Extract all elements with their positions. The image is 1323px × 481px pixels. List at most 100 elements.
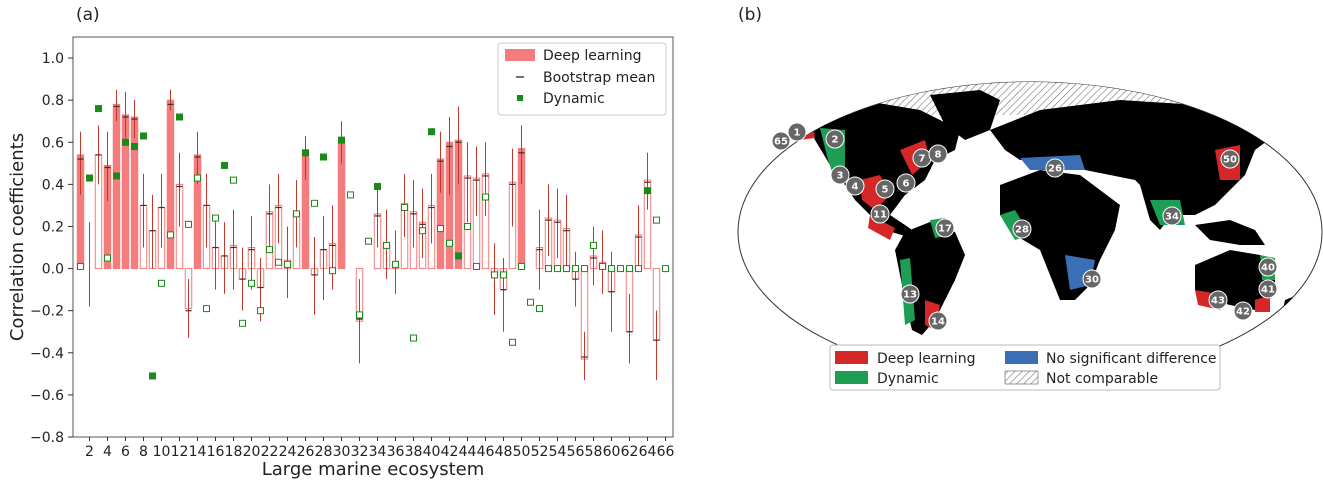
dynamic-marker [599,262,606,270]
dynamic-marker [374,182,381,190]
region-badge [1162,206,1182,226]
greenland [930,90,1000,140]
x-axis-label: Large marine ecosystem [262,459,485,480]
x-tick-label: 22 [261,444,279,460]
x-tick-label: 8 [139,444,148,460]
dynamic-marker [536,305,543,313]
dynamic-marker [464,222,471,230]
x-tick-label: 36 [387,444,405,460]
region-badge-label: 40 [1261,263,1275,274]
dynamic-marker [662,265,669,273]
dynamic-marker [185,220,192,228]
region-badge-label: 26 [1048,164,1062,175]
dynamic-marker [410,334,417,342]
dynamic-marker [158,279,165,287]
dynamic-marker [590,241,597,249]
x-tick-label: 60 [603,444,621,460]
x-tick-label: 26 [297,444,315,460]
map-legend-dynamic-swatch [835,371,868,384]
region-badge-label: 4 [852,182,859,193]
dynamic-marker [86,174,93,182]
region-badge-label: 28 [1015,225,1029,236]
dynamic-marker [257,307,264,315]
dynamic-marker [113,172,120,180]
dynamic-marker [545,265,552,273]
lme-deep-se-australia [1255,295,1270,312]
dynamic-marker [617,265,624,273]
x-tick-label: 24 [279,444,297,460]
y-axis-label: Correlation coefficients [7,133,28,341]
map-legend-notcomp-swatch [1004,370,1039,385]
region-badge-label: 41 [1261,285,1275,296]
region-badge [1220,149,1240,169]
dynamic-marker [77,262,84,270]
dynamic-marker [635,265,642,273]
dynamic-marker [392,260,399,268]
dynamic-marker [419,227,426,235]
region-badge [771,131,791,151]
region-badge [830,165,850,185]
x-tick-label: 32 [351,444,369,460]
eurasia [990,100,1275,215]
dynamic-marker [131,142,138,150]
region-badge [928,144,948,164]
map-legend-nosig-swatch [1005,351,1038,364]
map-legend: Deep learning No significant difference … [829,344,1221,391]
dynamic-marker [167,231,174,239]
x-tick-label: 50 [513,444,531,460]
region-badge-label: 34 [1165,212,1179,223]
region-badge-label: 11 [873,210,887,221]
x-tick-label: 34 [369,444,387,460]
dynamic-marker [626,265,633,273]
region-badge-label: 1 [794,128,801,139]
dynamic-marker [401,204,408,212]
y-tick-label: 0.4 [42,177,64,193]
deep-learning-bar [166,99,175,270]
y-tick-label: 0.0 [42,262,64,278]
region-badge [1258,257,1278,277]
dynamic-marker [509,338,516,346]
dynamic-marker [95,105,102,113]
region-badge [900,284,920,304]
region-badge-label: 42 [1236,307,1250,318]
dynamic-marker [329,267,336,275]
dynamic-marker [140,132,147,140]
region-badge [896,173,916,193]
dynamic-marker [266,246,273,254]
x-tick-label: 10 [153,444,171,460]
dynamic-marker [383,241,390,249]
dynamic-marker [527,298,534,306]
dynamic-marker [347,191,354,199]
region-badge [1082,269,1102,289]
region-badge-label: 30 [1085,275,1099,286]
x-tick-label: 20 [243,444,261,460]
dynamic-marker [518,262,525,270]
x-tick-label: 30 [333,444,351,460]
x-tick-label: 48 [495,444,513,460]
y-tick-label: −0.6 [30,388,64,404]
region-badge [1258,279,1278,299]
x-tick-label: 16 [207,444,225,460]
panel-b-label: (b) [738,5,762,25]
legend-deep-swatch [505,49,535,61]
dynamic-marker [554,265,561,273]
x-tick-label: 14 [189,444,207,460]
dynamic-marker [194,174,201,182]
arctic-hatch [740,82,1320,115]
dynamic-marker [428,128,435,136]
x-tick-label: 44 [459,444,477,460]
legend-dynamic-label: Dynamic [543,91,605,107]
dynamic-marker [239,319,246,327]
region-badge-label: 5 [882,185,889,196]
region-badge [870,204,890,224]
legend-box [497,42,667,116]
legend-dynamic-marker [517,95,523,101]
dynamic-marker [500,271,507,279]
dynamic-marker [248,279,255,287]
region-badge-label: 7 [919,154,926,165]
map-legend-box [829,344,1221,391]
legend: Deep learning Bootstrap mean Dynamic [497,42,667,116]
